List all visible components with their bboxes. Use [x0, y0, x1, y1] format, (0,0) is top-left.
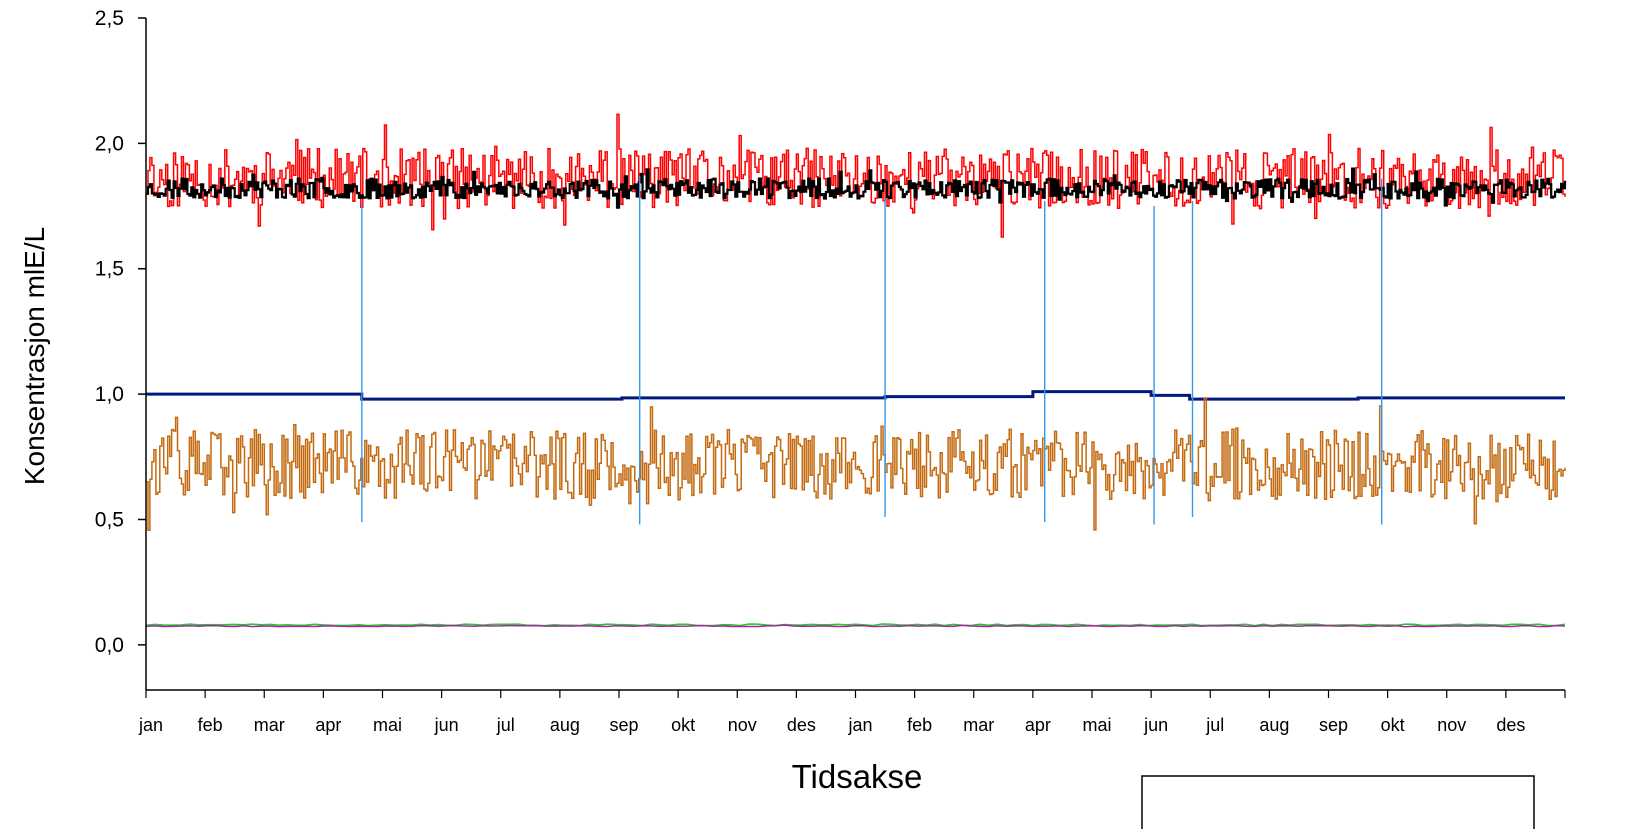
x-tick-label: okt	[671, 715, 695, 735]
series-line-5	[145, 624, 1566, 628]
x-tick-label: apr	[315, 715, 341, 735]
x-tick-label: jun	[434, 715, 459, 735]
x-tick-label: sep	[609, 715, 638, 735]
x-tick-label: des	[787, 715, 816, 735]
x-tick-label: jun	[1143, 715, 1168, 735]
x-tick-label: apr	[1025, 715, 1051, 735]
x-axis-title: Tidsakse	[792, 758, 923, 795]
x-tick-label: feb	[198, 715, 223, 735]
legend-box	[1141, 775, 1535, 829]
x-tick-label: des	[1496, 715, 1525, 735]
series-line-0	[146, 113, 1566, 238]
x-tick-label: okt	[1381, 715, 1405, 735]
y-tick-label: 2,0	[95, 132, 124, 155]
y-tick-label: 1,5	[95, 258, 124, 281]
x-tick-label: aug	[550, 715, 580, 735]
series-line-2	[146, 390, 1565, 401]
x-tick-label: nov	[1437, 715, 1466, 735]
x-tick-label: nov	[728, 715, 757, 735]
y-tick-label: 2,5	[95, 7, 124, 30]
x-tick-label: mai	[1082, 715, 1111, 735]
series-line-3	[146, 397, 1566, 532]
y-tick-label: 0,0	[95, 634, 124, 657]
x-tick-label: feb	[907, 715, 932, 735]
x-tick-label: mai	[373, 715, 402, 735]
x-tick-label: sep	[1319, 715, 1348, 735]
x-tick-label: aug	[1259, 715, 1289, 735]
series-line-1	[146, 167, 1567, 209]
x-tick-label: jul	[1205, 715, 1224, 735]
x-tick-label: mar	[254, 715, 285, 735]
y-tick-label: 0,5	[95, 508, 124, 531]
y-axis-title: Konsentrasjon mlE/L	[19, 227, 50, 485]
x-tick-label: jul	[496, 715, 515, 735]
plot-area	[145, 113, 1567, 628]
y-tick-label: 1,0	[95, 383, 124, 406]
y-axis: 2,5 2,0 1,5 1,0 0,5 0,0	[95, 7, 147, 690]
x-axis: jan feb mar apr mai jun jul aug sep okt nov des jan f…	[138, 689, 1566, 735]
x-tick-label: mar	[963, 715, 994, 735]
x-tick-label: jan	[847, 715, 872, 735]
x-tick-label: jan	[138, 715, 163, 735]
